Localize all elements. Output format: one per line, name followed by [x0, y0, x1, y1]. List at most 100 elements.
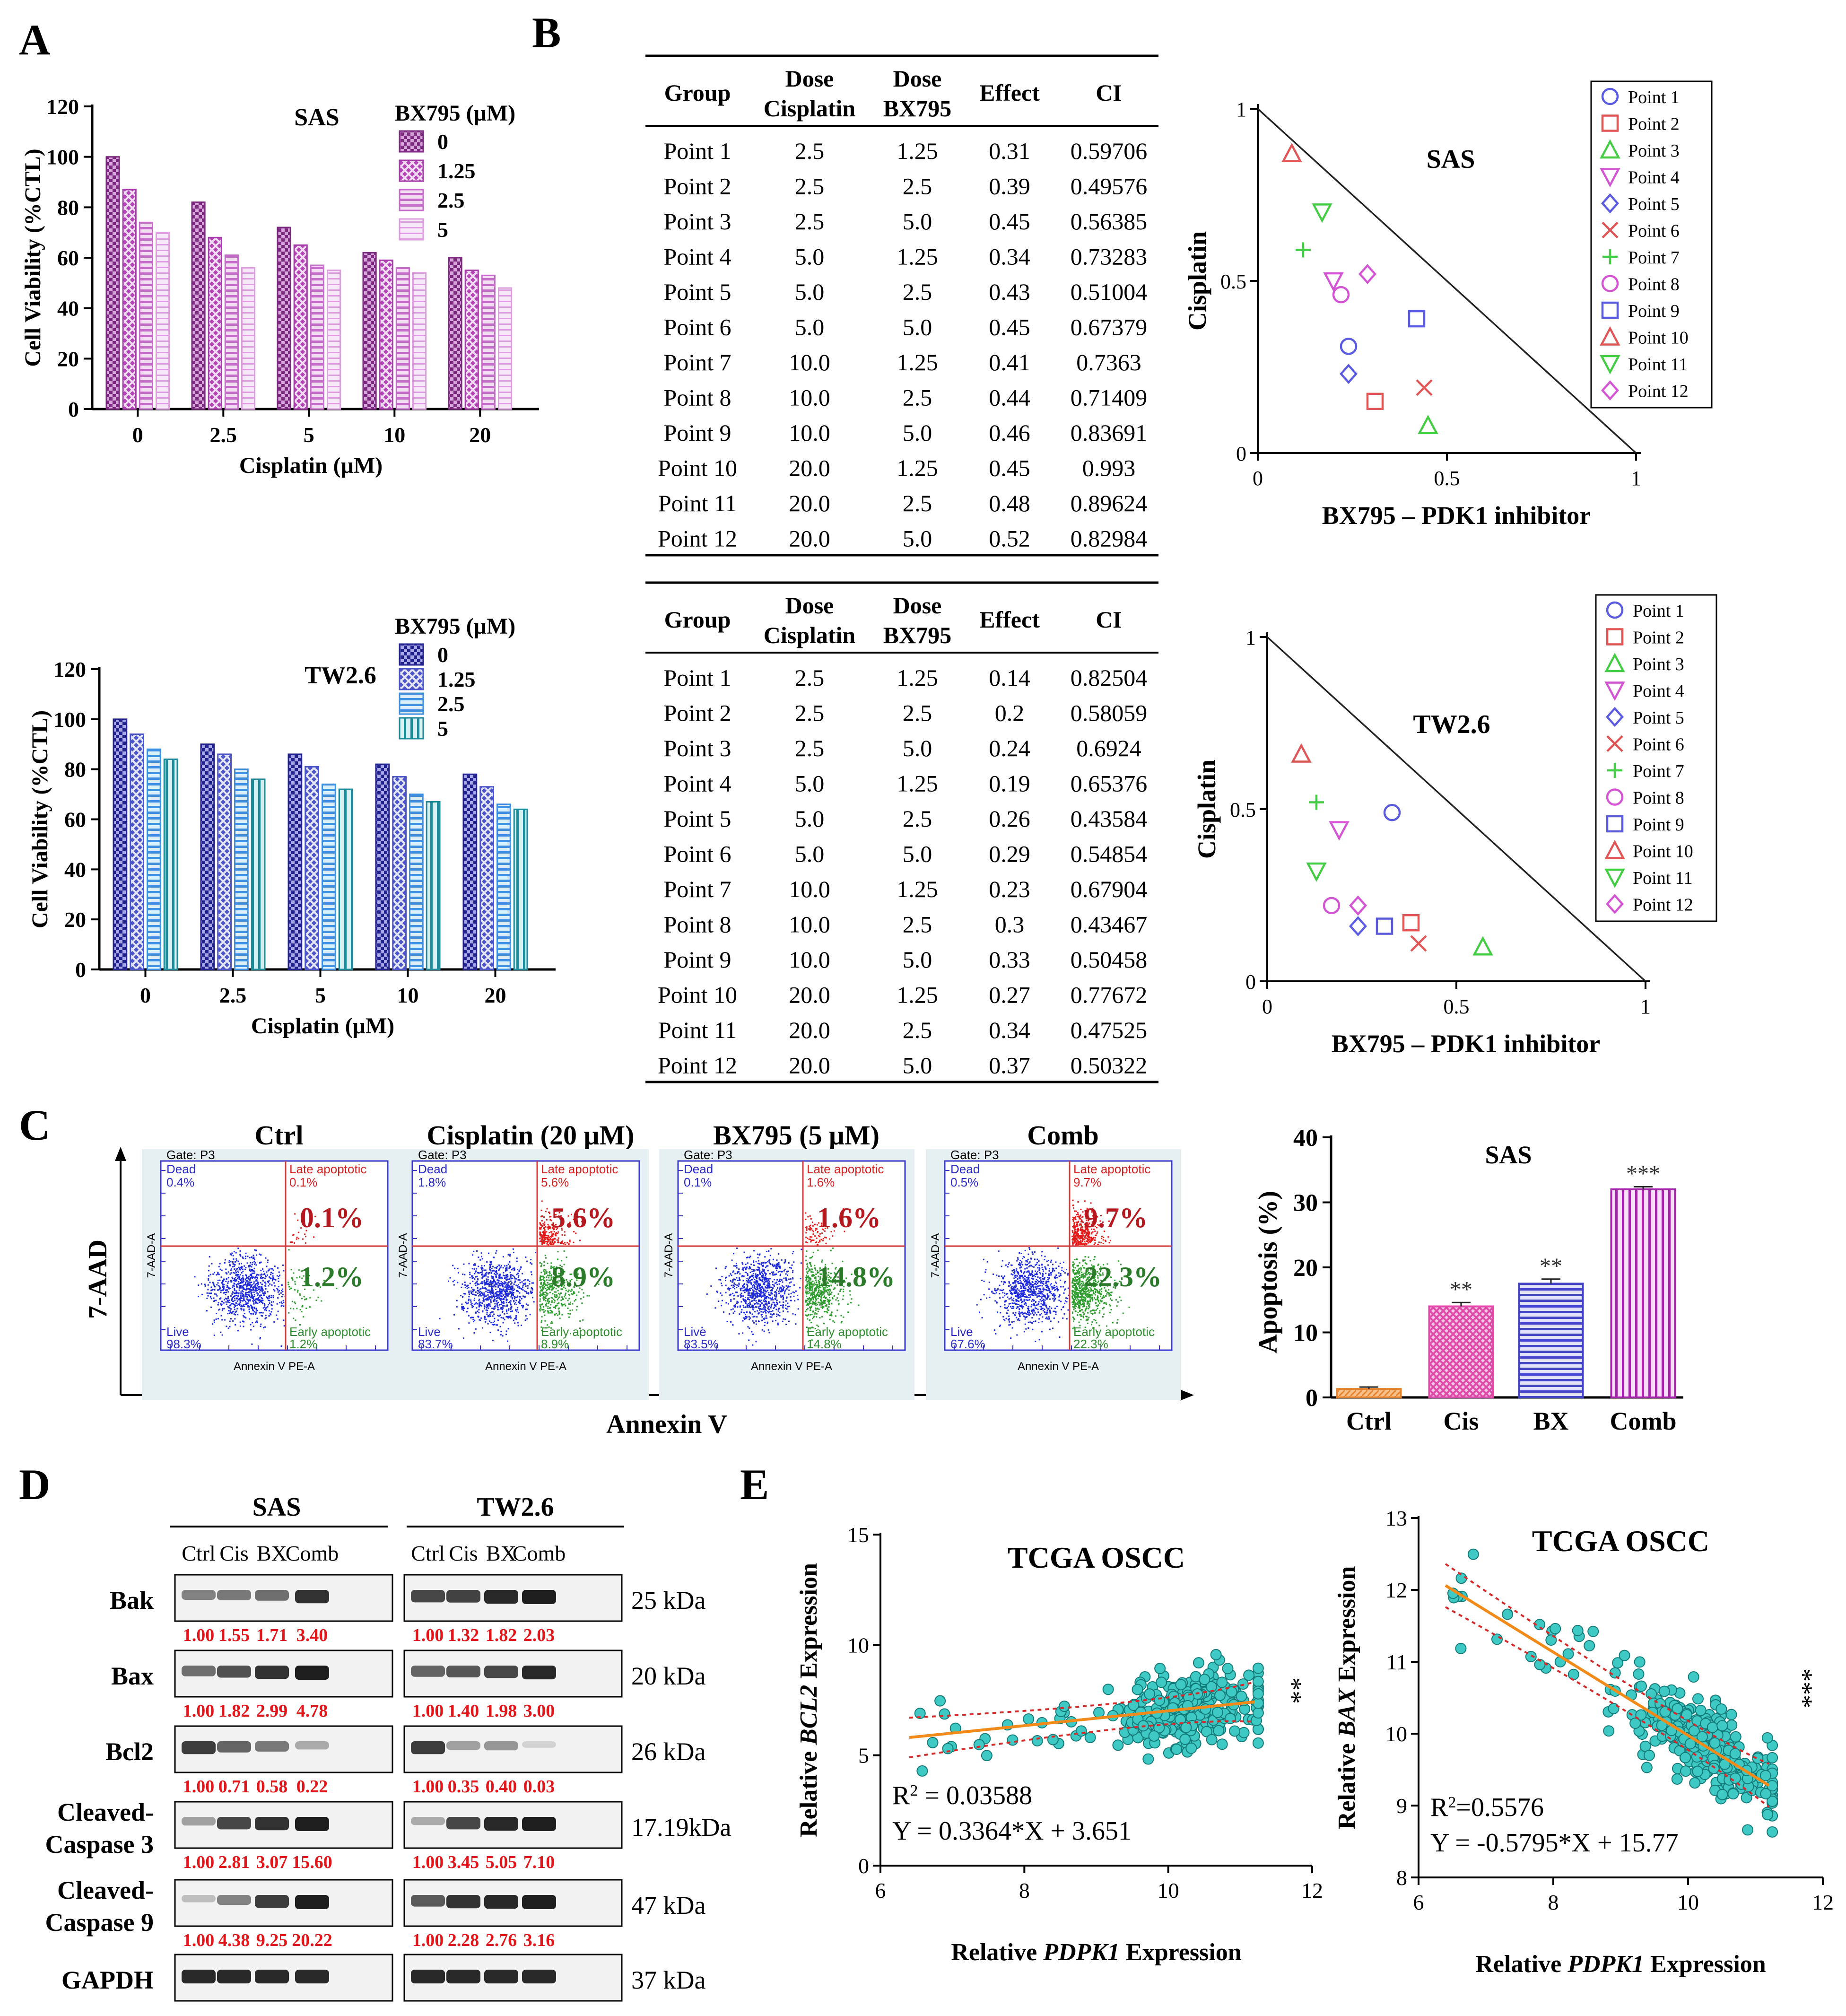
live-dot	[1002, 1296, 1004, 1298]
live-dot	[782, 1281, 784, 1283]
live-dot	[229, 1301, 231, 1303]
live-dot	[259, 1295, 261, 1297]
live-dot	[453, 1314, 455, 1316]
quadrant-value: 1.2%	[289, 1337, 317, 1351]
live-dot	[753, 1322, 755, 1324]
live-dot	[1064, 1289, 1066, 1291]
live-dot	[242, 1275, 244, 1277]
live-dot	[241, 1304, 243, 1306]
live-dot	[784, 1268, 786, 1270]
early-dot	[550, 1277, 552, 1279]
early-dot	[289, 1289, 291, 1291]
live-dot	[746, 1283, 748, 1285]
live-dot	[272, 1301, 274, 1303]
early-dot	[560, 1288, 562, 1290]
live-dot	[1027, 1253, 1029, 1255]
live-dot	[240, 1295, 242, 1297]
live-dot	[765, 1287, 767, 1289]
live-dot	[753, 1292, 755, 1294]
early-dot	[569, 1313, 571, 1315]
live-dot	[529, 1314, 531, 1316]
late-dot	[822, 1239, 824, 1241]
live-dot	[766, 1281, 768, 1283]
early-dot	[812, 1303, 814, 1305]
early-dot	[557, 1299, 558, 1300]
live-dot	[239, 1303, 241, 1305]
live-dot	[784, 1259, 786, 1261]
live-dot	[743, 1285, 745, 1287]
legend-label: Point 1	[1633, 601, 1684, 621]
live-dot	[778, 1264, 780, 1265]
early-dot	[561, 1260, 563, 1262]
early-dot	[822, 1293, 824, 1295]
early-dot	[552, 1293, 554, 1295]
live-dot	[790, 1278, 792, 1280]
early-dot	[561, 1276, 563, 1278]
late-dot	[819, 1233, 821, 1235]
live-dot	[496, 1303, 498, 1305]
early-dot	[549, 1309, 551, 1311]
early-dot	[832, 1247, 834, 1249]
live-dot	[507, 1286, 509, 1288]
live-dot	[1017, 1258, 1019, 1260]
live-dot	[776, 1283, 778, 1285]
live-dot	[478, 1316, 479, 1318]
early-dot	[821, 1292, 823, 1294]
early-dot	[826, 1287, 828, 1289]
live-dot	[1049, 1310, 1051, 1312]
live-dot	[728, 1287, 730, 1289]
live-dot	[984, 1271, 986, 1273]
live-dot	[761, 1296, 763, 1298]
live-dot	[496, 1283, 497, 1285]
live-dot	[737, 1306, 739, 1308]
quadrant-label: Live	[418, 1325, 441, 1339]
live-dot	[1023, 1273, 1025, 1274]
live-dot	[765, 1290, 766, 1292]
live-dot	[509, 1255, 511, 1257]
live-dot	[779, 1289, 781, 1291]
late-dot	[806, 1226, 808, 1228]
live-dot	[474, 1273, 476, 1274]
legend-swatch	[399, 717, 424, 740]
live-dot	[763, 1283, 765, 1285]
live-dot	[732, 1253, 734, 1255]
live-dot	[477, 1292, 479, 1294]
early-dot	[827, 1299, 829, 1301]
live-dot	[247, 1256, 249, 1257]
live-dot	[280, 1345, 282, 1347]
live-dot	[1048, 1288, 1050, 1290]
live-dot	[1027, 1290, 1028, 1292]
early-dot	[576, 1285, 578, 1287]
live-dot	[733, 1305, 735, 1307]
late-dot	[806, 1228, 808, 1230]
early-dot	[808, 1282, 810, 1284]
early-dot	[809, 1282, 810, 1283]
live-dot	[1007, 1266, 1009, 1268]
late-dot	[544, 1229, 546, 1231]
early-dot	[819, 1268, 821, 1270]
live-dot	[204, 1283, 206, 1285]
live-dot	[764, 1272, 766, 1274]
live-dot	[981, 1280, 983, 1282]
table-cell: 0.71409	[1071, 384, 1148, 411]
late-dot	[542, 1241, 544, 1243]
live-dot	[745, 1296, 747, 1298]
early-dot	[546, 1289, 548, 1291]
early-dot	[823, 1296, 825, 1298]
early-dot	[821, 1261, 823, 1263]
x-tick-label: 5	[304, 423, 314, 447]
live-dot	[507, 1295, 509, 1297]
live-dot	[742, 1267, 744, 1269]
early-dot	[818, 1285, 819, 1287]
live-dot	[1025, 1304, 1027, 1306]
live-dot	[782, 1286, 784, 1288]
early-dot	[547, 1300, 549, 1302]
live-dot	[760, 1272, 762, 1274]
live-dot	[1063, 1302, 1065, 1304]
live-dot	[491, 1324, 493, 1326]
live-dot	[511, 1290, 513, 1292]
late-dot	[570, 1213, 572, 1215]
early-dot	[806, 1271, 808, 1273]
live-dot	[489, 1303, 491, 1305]
